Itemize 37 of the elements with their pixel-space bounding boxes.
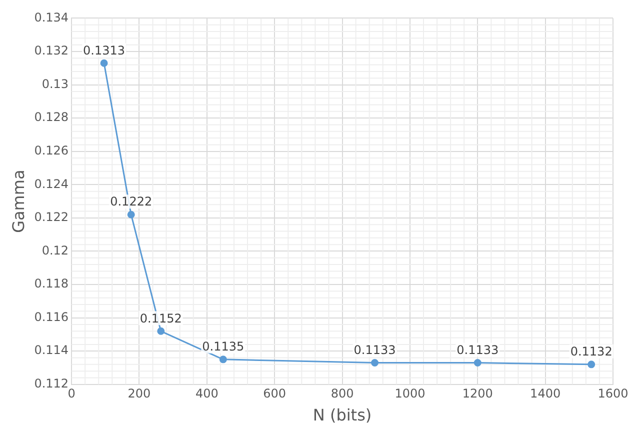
y-tick-label: 0.122 [34,210,69,224]
y-tick-label: 0.13 [42,76,69,91]
y-tick-label: 0.112 [34,376,69,391]
y-axis-title: Gamma [8,170,28,233]
x-tick-label: 1600 [598,386,628,401]
data-label: 0.1132 [570,344,612,359]
x-tick-label: 600 [263,386,286,401]
x-tick-label: 200 [128,386,151,401]
y-tick-label: 0.126 [34,143,69,158]
x-tick-label: 400 [195,386,218,401]
y-tick-label: 0.132 [34,44,69,58]
point [371,359,379,367]
point [474,359,482,367]
data-label: 0.1152 [140,311,182,326]
y-tick-label: 0.114 [34,343,69,358]
y-tick-label: 0.118 [34,276,69,291]
point [127,210,135,218]
y-tick-label: 0.116 [34,310,69,324]
point [100,59,108,67]
y-tick-label: 0.124 [34,176,69,191]
point [219,356,227,364]
data-label: 0.1222 [110,194,152,209]
data-label: 0.1313 [83,43,126,58]
point [157,327,165,335]
data-label: 0.1133 [354,342,396,357]
data-label: 0.1135 [202,340,244,354]
data-label: 0.1133 [456,342,499,357]
x-tick-label: 1400 [530,386,561,401]
x-tick-label: 1000 [394,386,426,401]
x-tick-label: 0 [68,386,76,401]
x-tick-label: 1200 [462,386,493,401]
point [588,360,596,368]
x-axis-title: N (bits) [312,406,372,425]
x-tick-label: 800 [330,386,354,401]
y-tick-label: 0.12 [42,243,69,258]
y-tick-label: 0.128 [34,110,69,124]
y-tick-label: 0.134 [34,10,69,24]
